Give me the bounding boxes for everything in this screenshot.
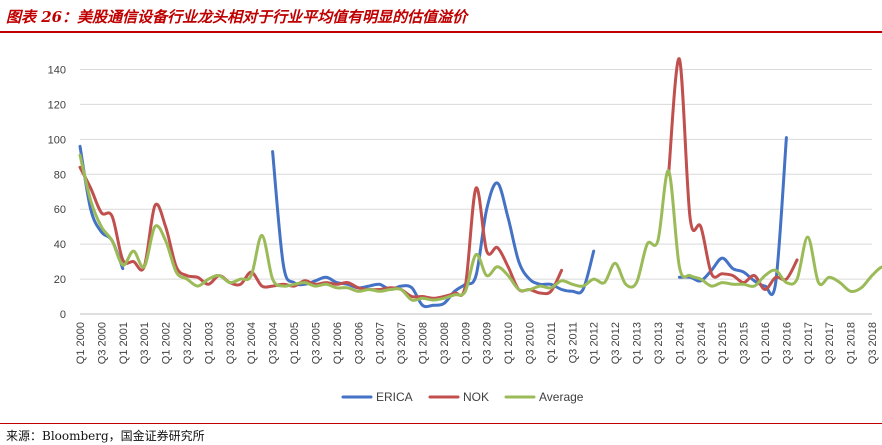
x-tick-label: Q3 2002 [182,322,194,364]
legend: ERICA NOK Average [341,390,584,404]
x-tick-label: Q1 2014 [674,322,686,364]
y-tick-label: 60 [54,204,66,216]
series-line-average [78,153,882,302]
title-rule [0,31,882,33]
x-tick-label: Q1 2013 [632,322,644,364]
x-tick-label: Q3 2000 [96,322,108,364]
x-tick-label: Q1 2006 [332,322,344,364]
y-tick-label: 120 [48,99,66,111]
x-tick-label: Q1 2001 [118,322,130,364]
legend-label-erica: ERICA [376,390,413,404]
gridlines [80,68,872,280]
x-tick-label: Q1 2015 [717,322,729,364]
line-chart: 0 20 40 60 80 100 120 140 Q1 2000 Q3 2000 Q1 2001 Q… [48,57,882,404]
x-tick-label: Q3 2003 [225,322,237,364]
x-tick-label: Q3 2009 [482,322,494,364]
y-tick-label: 100 [48,134,66,146]
x-tick-label: Q1 2000 [75,322,87,364]
x-tick-label: Q3 2005 [310,322,322,364]
x-tick-label: Q3 2017 [824,322,836,364]
y-tick-label: 80 [54,169,66,181]
y-tick-label: 20 [54,274,66,286]
series-lines [78,57,882,309]
x-tick-label: Q1 2007 [375,322,387,364]
x-tick-label: Q3 2007 [396,322,408,364]
source-rule [0,423,882,424]
x-tick-label: Q3 2008 [439,322,451,364]
legend-label-average: Average [539,390,584,404]
x-tick-label: Q3 2016 [781,322,793,364]
series-line-nok [667,57,799,291]
x-tick-label: Q3 2013 [653,322,665,364]
series-line-erica [677,136,788,297]
x-tick-label: Q3 2014 [696,322,708,364]
series-line-nok [78,165,564,300]
x-tick-label: Q1 2012 [589,322,601,364]
x-tick-label: Q1 2002 [161,322,173,364]
series-line-erica [271,150,596,309]
x-tick-label: Q1 2009 [460,322,472,364]
x-tick-label: Q1 2011 [546,322,558,363]
x-tick-label: Q3 2001 [139,322,151,364]
x-tick-label: Q3 2006 [353,322,365,364]
x-tick-label: Q1 2017 [803,322,815,364]
x-tick-label: Q3 2018 [867,322,879,364]
x-tick-label: Q1 2008 [417,322,429,364]
x-tick-label: Q1 2018 [846,322,858,364]
x-tick-label: Q1 2010 [503,322,515,364]
legend-label-nok: NOK [463,390,489,404]
x-tick-label: Q3 2011 [567,322,579,363]
x-tick-label: Q3 2015 [739,322,751,364]
y-tick-label: 40 [54,239,66,251]
x-tick-label: Q1 2005 [289,322,301,364]
x-tick-label: Q3 2004 [268,322,280,364]
x-tick-label: Q1 2016 [760,322,772,364]
y-tick-label: 140 [48,64,66,76]
x-tick-label: Q1 2003 [203,322,215,364]
axes: 0 20 40 60 80 100 120 140 Q1 2000 Q3 2000 Q1 2001 Q… [48,64,879,364]
source-note: 来源：Bloomberg，国金证券研究所 [6,429,205,443]
x-tick-label: Q1 2004 [246,322,258,364]
figure-title: 图表 26：美股通信设备行业龙头相对于行业平均值有明显的估值溢价 [6,8,468,26]
x-tick-label: Q3 2010 [525,322,537,364]
y-tick-label: 0 [60,309,66,321]
x-tick-label: Q3 2012 [610,322,622,364]
